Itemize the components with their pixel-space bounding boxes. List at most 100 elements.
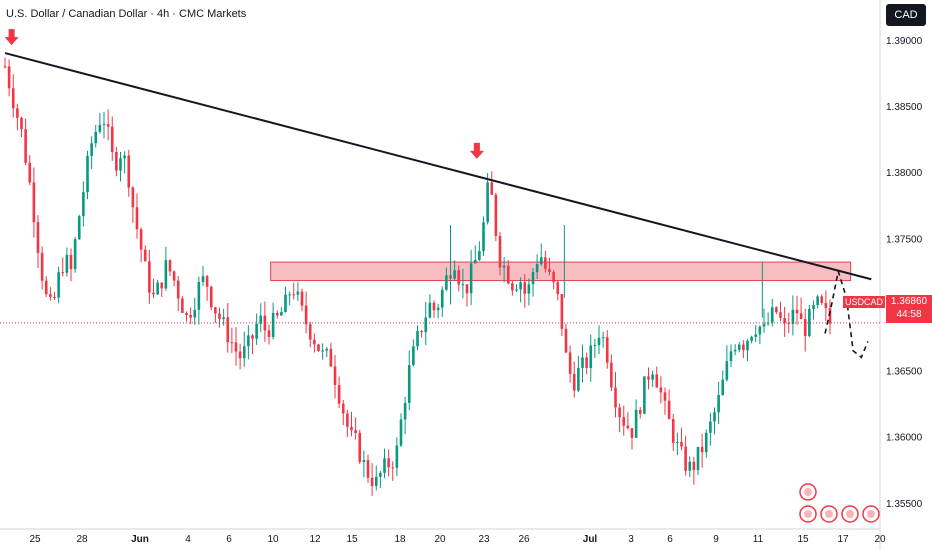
candle-body [222,317,225,319]
x-tick-label: Jul [583,534,598,545]
candle-body [597,337,601,346]
candle-body [581,357,584,368]
candle-body [737,344,741,350]
x-tick-label: 6 [667,534,673,545]
candle-body [110,126,114,152]
candle-body [65,254,69,273]
candle-body [692,461,696,471]
x-tick-label: 23 [478,534,490,545]
currency-badge[interactable]: CAD [886,4,926,26]
candle-body [795,309,799,314]
candle-body [618,407,621,418]
candle-body [610,362,613,388]
candle-body [667,400,671,420]
candle-body [403,402,407,420]
x-tick-label: 25 [29,534,41,545]
x-tick-label: 20 [874,534,886,545]
candle-body [700,446,704,453]
candle-body [20,117,23,130]
candle-body [820,296,824,304]
x-tick-label: 9 [713,534,719,545]
candle-body [601,337,605,339]
candle-body [779,312,782,319]
x-tick-label: 3 [628,534,634,545]
candle-body [333,366,337,386]
candle-body [230,342,234,344]
candle-body [275,313,279,316]
candle-body [106,124,110,127]
candle-body [548,268,551,273]
x-tick-label: 15 [797,534,809,545]
event-flag-dot [846,510,854,518]
candle-body [704,432,708,453]
candle-body [688,461,692,471]
candle-body [803,319,807,337]
candle-body [713,412,716,422]
x-tick-label: 20 [434,534,446,545]
candle-body [478,251,481,260]
candle-body [420,330,423,333]
candle-body [630,428,634,438]
candle-body [593,345,597,347]
projection-path [824,271,869,359]
candle-body [32,182,36,223]
candle-body [527,284,531,294]
candle-body [465,284,469,294]
candle-body [511,283,514,291]
candle-body [762,323,766,327]
candle-body [626,425,630,429]
candle-body [519,282,522,290]
candle-body [638,409,642,414]
candle-body [280,312,283,316]
candle-body [201,276,205,282]
candle-body [469,263,473,294]
candle-body [329,348,333,367]
resistance-zone [270,261,852,282]
candle-body [226,317,230,343]
y-tick-label: 1.37500 [886,234,923,245]
candle-body [44,280,48,295]
candle-body [271,313,275,338]
candle-body [86,155,89,193]
candle-body [498,235,502,268]
candle-body [457,270,461,285]
candle-body [585,357,588,369]
candle-body [614,387,617,408]
candle-body [725,361,729,380]
candle-body [57,272,60,298]
candle-body [61,272,65,274]
candle-body [758,326,762,335]
candle-body [808,309,811,337]
candle-body [709,421,712,433]
candle-body [259,315,263,324]
candle-body [102,124,106,126]
candle-body [77,216,81,240]
candle-body [490,182,494,195]
candle-body [531,272,535,285]
candle-body [176,280,180,299]
candle-body [395,445,399,468]
candle-body [292,294,296,296]
candle-body [296,291,300,295]
x-tick-label: 10 [267,534,279,545]
candle-body [135,207,139,230]
candle-body [750,336,753,341]
candle-body [358,433,362,462]
candle-body [148,261,151,293]
candle-body [671,419,675,443]
candle-body [317,344,320,351]
candle-body [552,272,555,283]
candle-body [73,239,77,270]
candle-body [589,345,593,369]
candle-body [680,441,683,447]
candle-body [560,293,564,329]
x-tick-label: 28 [76,534,88,545]
candle-body [205,276,209,287]
candle-body [775,307,778,313]
candle-body [168,260,172,272]
x-tick-label: Jun [131,534,149,545]
candle-body [506,265,510,284]
candle-body [494,194,498,236]
candle-body [733,349,737,352]
